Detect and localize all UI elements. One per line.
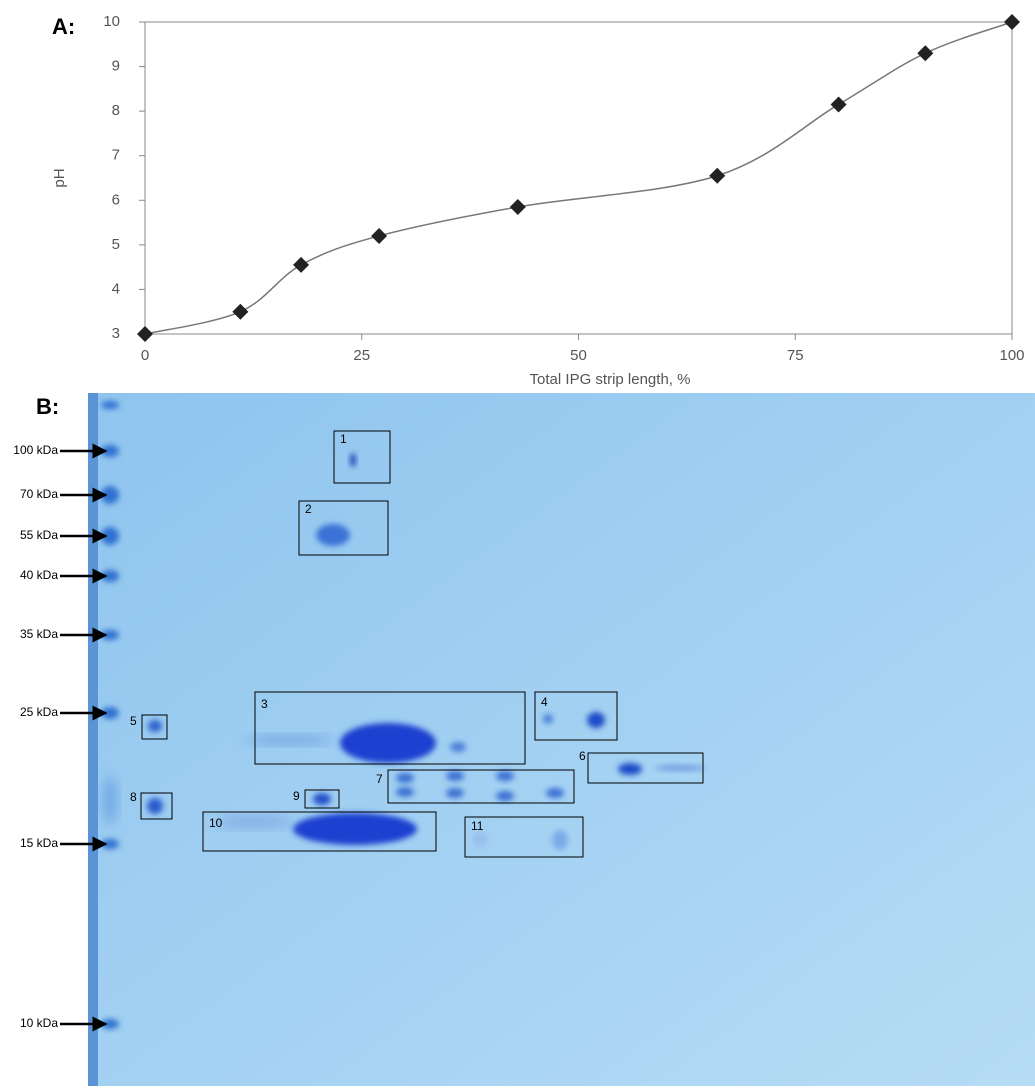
x-tick-label: 50 [570, 347, 587, 364]
y-axis-label: pH [51, 168, 68, 187]
x-tick-label: 75 [787, 347, 804, 364]
spot-box [333, 430, 391, 484]
x-axis-label: Total IPG strip length, % [530, 371, 691, 388]
protein-spot [104, 775, 116, 825]
panel-label: B: [36, 394, 59, 419]
spot-box [202, 811, 437, 852]
spot-label: 5 [130, 714, 137, 728]
y-tick-label: 7 [112, 147, 120, 164]
protein-spot [618, 763, 642, 775]
data-point [509, 198, 526, 215]
spot-label: 7 [376, 772, 383, 786]
protein-spot [546, 788, 564, 798]
spot-box [387, 769, 575, 804]
protein-spot [552, 830, 568, 850]
protein-spot [245, 736, 335, 744]
protein-spot [587, 712, 605, 728]
protein-spot [147, 798, 163, 814]
spot-label: 9 [293, 789, 300, 803]
y-tick-label: 10 [103, 13, 120, 30]
spot-box [141, 714, 168, 740]
spot-label: 4 [541, 695, 548, 709]
spot-label: 11 [471, 819, 484, 833]
spot-box [140, 792, 173, 820]
x-tick-label: 100 [999, 347, 1024, 364]
protein-spot [496, 771, 514, 781]
spot-label: 6 [579, 749, 586, 763]
protein-spot [450, 742, 466, 752]
y-tick-label: 4 [112, 280, 120, 297]
spot-label: 3 [261, 697, 268, 711]
marker-label: 55 kDa [20, 528, 58, 542]
data-point [830, 96, 847, 113]
protein-spot [215, 817, 295, 827]
spot-box [534, 691, 618, 741]
data-point [371, 227, 388, 244]
spot-box [254, 691, 526, 765]
spot-label: 2 [305, 502, 312, 516]
marker-label: 100 kDa [13, 443, 58, 457]
data-point [137, 326, 153, 342]
y-tick-label: 9 [112, 58, 120, 75]
data-point [293, 256, 310, 273]
y-tick-label: 5 [112, 236, 120, 253]
marker-label: 15 kDa [20, 836, 58, 850]
protein-spot [316, 524, 350, 546]
x-tick-label: 0 [141, 347, 149, 364]
spot-label: 1 [340, 432, 347, 446]
protein-spot [655, 765, 705, 771]
panel-label: A: [52, 14, 75, 39]
protein-spot [472, 832, 488, 848]
data-line [144, 21, 1013, 335]
protein-spot [350, 453, 356, 467]
plot-frame [144, 21, 1013, 335]
spot-label: 10 [209, 816, 223, 830]
protein-spot [446, 771, 464, 781]
protein-spot [543, 714, 553, 724]
protein-spot [340, 723, 436, 763]
y-tick-label: 6 [112, 191, 120, 208]
protein-spot [101, 401, 119, 409]
data-point [1004, 14, 1020, 30]
marker-label: 25 kDa [20, 705, 58, 719]
data-point [232, 303, 249, 320]
marker-label: 35 kDa [20, 627, 58, 641]
marker-label: 10 kDa [20, 1016, 58, 1030]
protein-spot [293, 813, 417, 845]
spot-box [304, 789, 340, 809]
x-tick-label: 25 [353, 347, 370, 364]
spot-label: 8 [130, 790, 137, 804]
protein-spot [148, 720, 162, 732]
data-point [917, 45, 934, 62]
y-tick-label: 3 [112, 325, 120, 342]
protein-spot [396, 773, 414, 783]
protein-spot [313, 793, 331, 805]
protein-spot [496, 791, 514, 801]
protein-spot [446, 788, 464, 798]
gel-edge [88, 393, 98, 1086]
protein-spot [396, 787, 414, 797]
marker-label: 40 kDa [20, 568, 58, 582]
spot-box [298, 500, 389, 556]
spot-box [464, 816, 584, 858]
spot-box [587, 752, 704, 784]
y-tick-label: 8 [112, 102, 120, 119]
data-point [709, 167, 726, 184]
marker-label: 70 kDa [20, 487, 58, 501]
